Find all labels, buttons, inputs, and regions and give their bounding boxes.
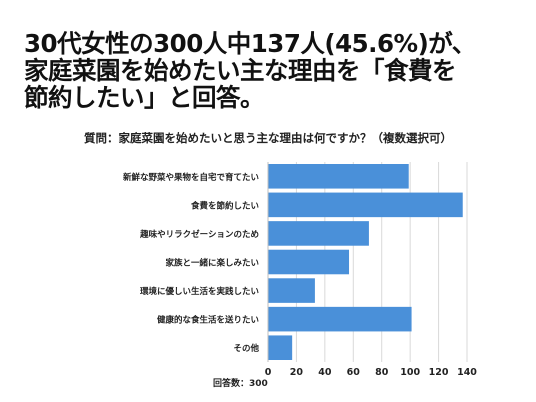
headline-line-3: 節約したい」と回答。 [24,83,265,112]
category-label: その他 [233,343,259,354]
respondent-count-note: 回答数：300 [213,379,268,389]
category-label: 家族と一緒に楽しみたい [165,258,259,269]
chart-headline: 30代女性の300人中137人(45.6%)が、 家庭菜園を始めたい主な理由を「… [24,30,524,111]
category-label: 健康的な食生活を送りたい [157,315,259,326]
x-tick-label: 120 [429,367,449,378]
category-label: 食費を節約したい [191,200,259,211]
headline-line-1: 30代女性の300人中137人(45.6%)が、 [24,29,476,58]
category-label: 新鮮な野菜や果物を自宅で育てたい [123,172,259,183]
bar [268,278,315,303]
x-tick-label: 80 [375,367,389,378]
bar [268,221,369,246]
bar [268,306,412,332]
bar [268,192,463,218]
x-tick-label: 0 [265,367,272,378]
x-tick-label: 20 [290,367,304,378]
x-tick-label: 40 [318,367,332,378]
category-label: 環境に優しい生活を実践したい [140,286,259,297]
x-tick-label: 140 [457,367,477,378]
category-label: 趣味やリラクゼーションのため [139,229,259,240]
bar [268,164,409,189]
headline-line-2: 家庭菜園を始めたい主な理由を「食費を [24,56,457,85]
bar [268,249,350,275]
bar [268,335,293,360]
x-tick-label: 100 [400,367,420,378]
x-tick-label: 60 [347,367,361,378]
chart-title: 質問：家庭菜園を始めたいと思う主な理由は何ですか？（複数選択可） [84,131,452,145]
